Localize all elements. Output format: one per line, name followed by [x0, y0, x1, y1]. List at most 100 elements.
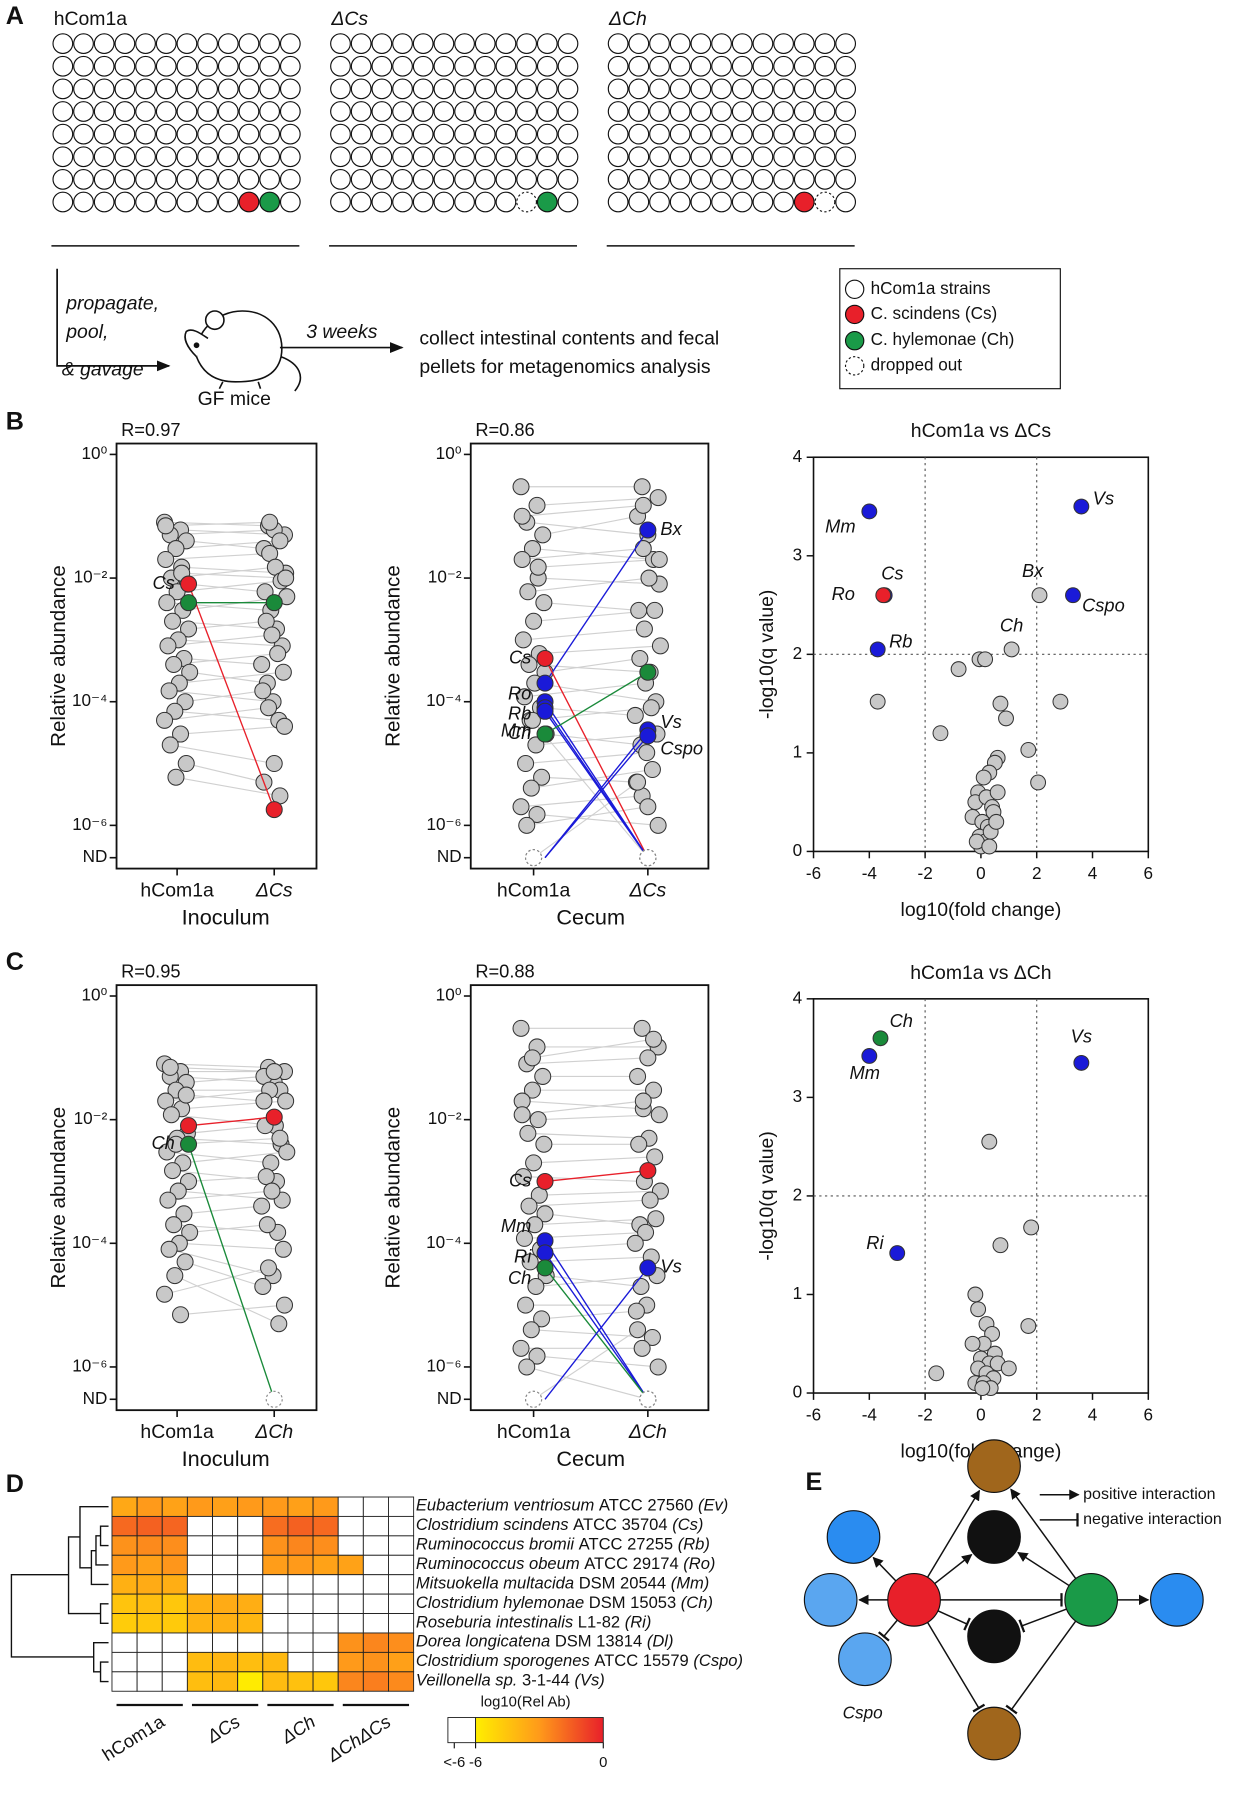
well: [217, 33, 239, 55]
positive-edge: [1017, 1551, 1070, 1587]
point: [525, 1390, 543, 1408]
y-tick-label: ND: [83, 1388, 108, 1408]
legend-swatch: [844, 304, 865, 325]
strain: ATCC 29174: [584, 1554, 678, 1573]
abbr: (Ch): [681, 1593, 713, 1612]
species: Clostridium scindens: [416, 1516, 569, 1535]
heatmap-cell-empty: [388, 1574, 415, 1595]
heatmap-cell-empty: [186, 1554, 213, 1576]
well: [669, 33, 691, 55]
well: [412, 168, 434, 190]
well: [607, 55, 629, 77]
well: [155, 168, 177, 190]
pair-line: [535, 733, 658, 746]
x-tick-label: 0: [976, 1404, 986, 1424]
well: [259, 101, 281, 122]
x-tick-label: 2: [1032, 1404, 1042, 1424]
well: [392, 101, 413, 122]
well: [607, 101, 629, 122]
point: [265, 755, 283, 773]
y-tick-label: 1: [793, 741, 803, 761]
pair-line: [535, 1275, 658, 1288]
legend-label: C. hylemonae (Ch): [871, 329, 1015, 349]
point: [536, 725, 554, 743]
well: [371, 33, 393, 55]
well: [516, 78, 538, 100]
well: [474, 191, 496, 213]
point: [974, 1380, 991, 1397]
point: [164, 1162, 182, 1180]
well: [649, 168, 670, 190]
x-tick-label: ΔCh: [254, 1421, 293, 1443]
well: [690, 168, 712, 190]
point: [639, 798, 657, 816]
point: [932, 725, 949, 742]
heatmap-cell: [136, 1496, 163, 1517]
point: [271, 1129, 289, 1147]
row-label: Ruminococcus obeum ATCC 29174 (Ro): [416, 1554, 716, 1573]
well: [433, 168, 455, 190]
point: [626, 1234, 644, 1252]
legend-label: hCom1a strains: [871, 278, 991, 298]
point: [950, 661, 967, 678]
well: [536, 168, 558, 190]
species: Clostridium hylemonae: [416, 1593, 584, 1612]
well: [176, 123, 198, 145]
point: [517, 755, 535, 773]
well: [793, 123, 815, 145]
well: [474, 78, 496, 100]
dendrogram: [10, 1506, 109, 1683]
point: [646, 1148, 664, 1166]
pair-line: [184, 1261, 263, 1288]
point: [522, 779, 540, 797]
well: [371, 191, 393, 213]
y-tick-label: ND: [437, 846, 462, 866]
strain: ATCC 35704: [573, 1516, 667, 1535]
well: [155, 55, 177, 77]
negative-edge: [1018, 1608, 1067, 1633]
chart-title: R=0.97: [121, 419, 180, 440]
y-tick-label: 10⁻⁴: [426, 1232, 461, 1252]
point: [160, 682, 178, 700]
well: [412, 123, 434, 145]
well: [73, 55, 94, 77]
point: [275, 717, 294, 735]
point: [265, 1063, 283, 1081]
pair-line: [536, 1355, 659, 1368]
point: [156, 1285, 174, 1303]
heatmap-cell: [212, 1671, 239, 1692]
panel-label: D: [6, 1470, 24, 1498]
heatmap-cell: [161, 1535, 188, 1556]
point: [256, 583, 274, 601]
x-tick-label: 4: [1088, 1404, 1098, 1424]
well: [52, 191, 74, 213]
node-label: Cspo: [843, 1703, 883, 1723]
well: [176, 146, 198, 168]
point: [529, 558, 547, 576]
highlight-label: Cspo: [660, 737, 703, 758]
heatmap-cell-empty: [337, 1515, 364, 1537]
pair-line: [533, 781, 638, 859]
x-axis-label: log10(fold change): [901, 899, 1062, 921]
well: [669, 146, 691, 168]
colorbar-tick-label: -6: [469, 1755, 482, 1771]
well: [536, 55, 558, 77]
x-tick-label: 6: [1144, 863, 1154, 883]
well: [73, 78, 94, 100]
abbr: (Ri): [625, 1613, 652, 1632]
well: [238, 55, 260, 77]
x-tick-label: hCom1a: [497, 880, 571, 902]
point: [514, 631, 532, 649]
heatmap-cell-empty: [388, 1613, 415, 1634]
well: [711, 146, 732, 168]
well: [93, 55, 115, 77]
heatmap-cell-empty: [212, 1632, 239, 1653]
well: [135, 168, 156, 190]
heatmap-cell: [262, 1535, 289, 1556]
x-tick-label: ΔCh: [628, 1421, 667, 1443]
point: [633, 1019, 651, 1037]
point: [634, 1092, 652, 1110]
duration: 3 weeks: [306, 321, 377, 343]
well: [711, 33, 732, 55]
point: [643, 1328, 661, 1346]
